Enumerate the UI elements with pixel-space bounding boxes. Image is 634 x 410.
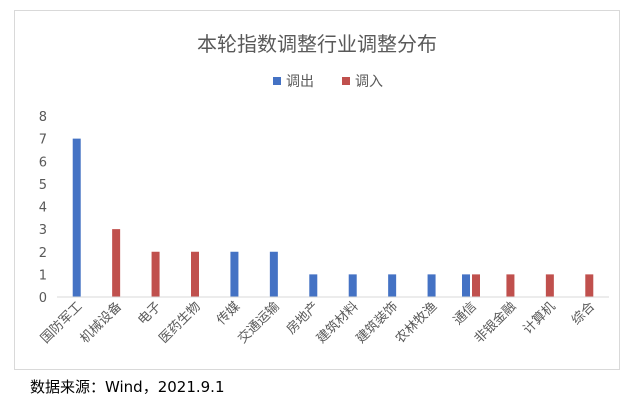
x-tick-label: 电子 — [135, 299, 164, 328]
bar-调入-通信 — [472, 274, 480, 297]
bar-调出-交通运输 — [269, 251, 278, 297]
bars — [72, 138, 594, 297]
chart-title: 本轮指数调整行业调整分布 — [197, 32, 437, 56]
y-tick-label: 5 — [39, 178, 47, 193]
x-tick-label: 综合 — [569, 299, 598, 328]
x-tick-label: 计算机 — [520, 299, 558, 337]
x-tick-label: 建筑装饰 — [353, 299, 401, 347]
x-tick-label: 非银金融 — [471, 299, 519, 347]
bar-调入-综合 — [585, 274, 594, 297]
y-tick-label: 4 — [39, 201, 47, 216]
bar-调入-电子 — [151, 251, 160, 297]
legend-label-1: 调入 — [355, 74, 383, 90]
x-tick-label: 医药生物 — [156, 299, 203, 346]
legend-swatch-1 — [342, 77, 350, 85]
chart-frame: 本轮指数调整行业调整分布 调出 调入 0 1 2 3 4 5 6 7 8 国防军工 机械设备 电子 医药… — [14, 10, 620, 370]
y-tick-label: 3 — [39, 223, 47, 238]
y-tick-label: 1 — [39, 268, 47, 283]
x-tick-label: 建筑材料 — [313, 299, 361, 347]
bar-调出-建筑装饰 — [388, 274, 397, 297]
bar-调入-非银金融 — [506, 274, 515, 297]
legend-swatch-0 — [273, 77, 281, 85]
y-tick-label: 0 — [39, 291, 47, 306]
x-tick-label: 农林牧渔 — [393, 299, 440, 346]
x-tick-label: 机械设备 — [77, 299, 125, 347]
legend-label-0: 调出 — [286, 74, 314, 90]
bar-调出-建筑材料 — [348, 274, 357, 297]
y-axis: 0 1 2 3 4 5 6 7 8 — [39, 110, 47, 306]
bar-调入-医药生物 — [191, 251, 199, 297]
y-tick-label: 2 — [39, 246, 47, 261]
y-tick-label: 6 — [39, 155, 47, 170]
bar-调出-房地产 — [309, 274, 318, 297]
x-tick-label: 通信 — [451, 299, 480, 328]
x-tick-label: 交通运输 — [235, 299, 283, 347]
bar-调出-国防军工 — [72, 138, 81, 297]
y-tick-label: 7 — [39, 133, 47, 148]
bar-调出-传媒 — [230, 251, 239, 297]
x-tick-label: 房地产 — [283, 299, 322, 338]
x-tick-label: 传媒 — [214, 299, 243, 328]
bar-调入-计算机 — [545, 274, 554, 297]
bar-调入-机械设备 — [112, 229, 121, 297]
legend: 调出 调入 — [273, 74, 383, 90]
bar-调出-农林牧渔 — [427, 274, 436, 297]
bar-调出-通信 — [462, 274, 470, 297]
y-tick-label: 8 — [39, 110, 47, 125]
source-note: 数据来源：Wind，2021.9.1 — [30, 378, 225, 396]
